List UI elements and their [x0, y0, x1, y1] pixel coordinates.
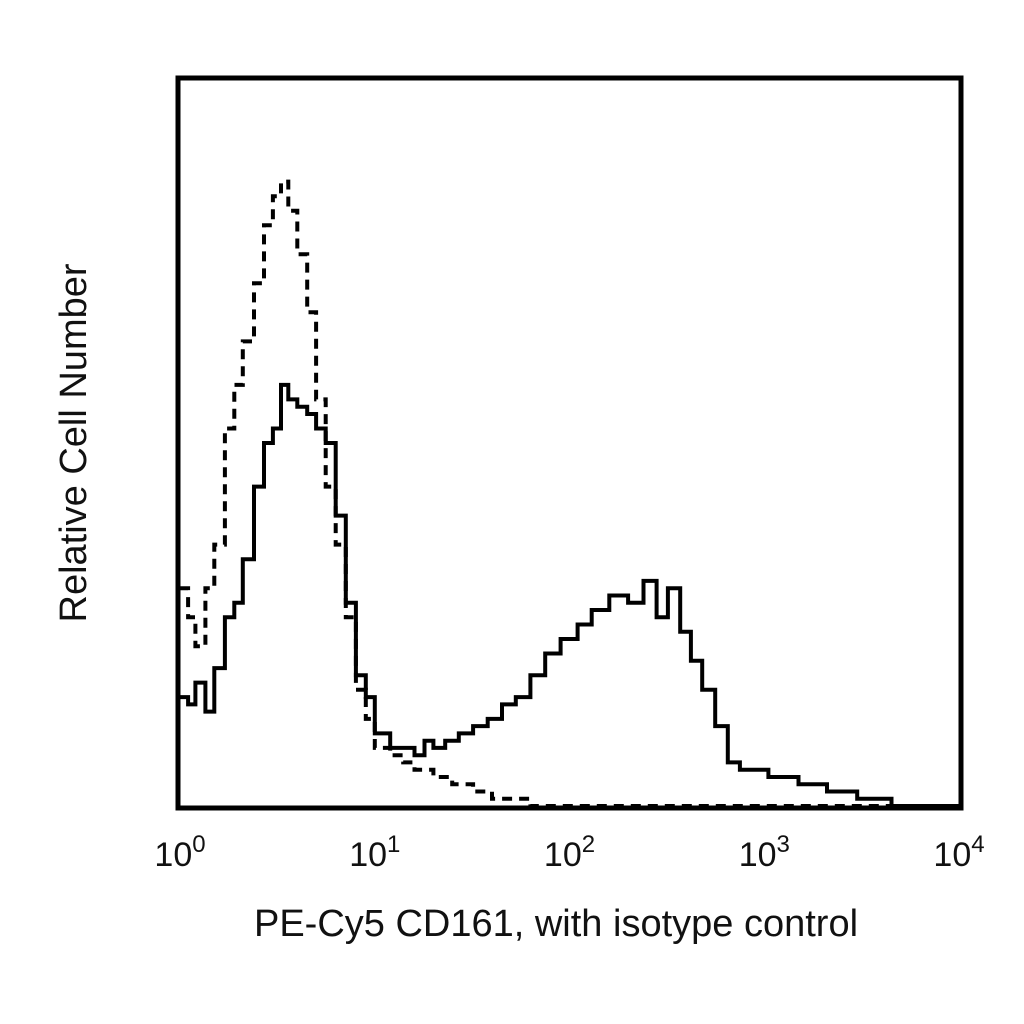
- x-tick-label-4: 104: [933, 831, 984, 874]
- series-cd161-line: [180, 382, 959, 808]
- x-axis-label: PE-Cy5 CD161, with isotype control: [254, 903, 858, 945]
- series-isotype-control-line: [180, 179, 959, 808]
- x-tick-base: 10: [154, 836, 192, 874]
- x-tick-base: 10: [739, 836, 777, 874]
- x-tick-labels: 100 101 102 103 104: [154, 831, 984, 874]
- x-tick-label-3: 103: [739, 831, 790, 874]
- plot-frame: [175, 75, 964, 811]
- x-tick-label-2: 102: [544, 831, 595, 874]
- x-tick-exponent: 1: [387, 831, 400, 858]
- x-tick-exponent: 3: [777, 831, 790, 858]
- x-tick-exponent: 4: [971, 831, 984, 858]
- x-tick-label-1: 101: [349, 831, 400, 874]
- series-layer: [180, 179, 959, 808]
- y-axis-label: Relative Cell Number: [53, 263, 95, 622]
- x-tick-exponent: 0: [192, 831, 205, 858]
- x-tick-base: 10: [933, 836, 971, 874]
- x-tick-base: 10: [349, 836, 387, 874]
- x-tick-label-0: 100: [154, 831, 205, 874]
- x-tick-base: 10: [544, 836, 582, 874]
- x-tick-exponent: 2: [582, 831, 595, 858]
